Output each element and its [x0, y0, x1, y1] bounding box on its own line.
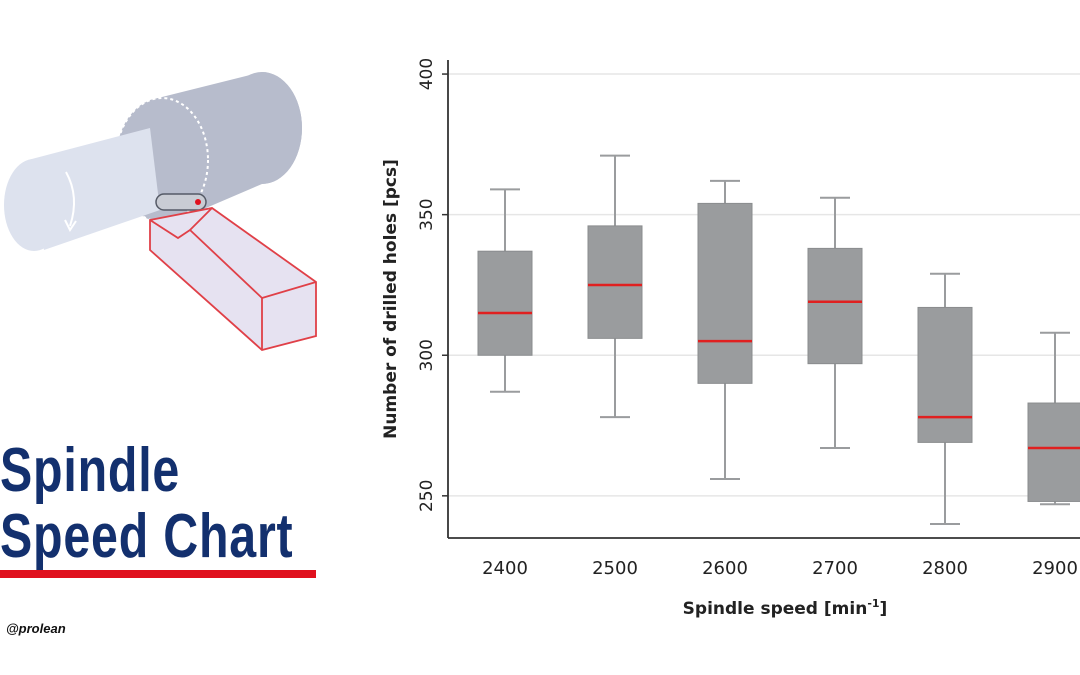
y-tick-label: 300 — [417, 339, 437, 371]
x-tick-label: 2800 — [922, 558, 968, 579]
box-iqr — [917, 306, 973, 443]
x-axis-label: Spindle speed [min-1] — [683, 597, 888, 619]
spindle-and-cutting-tool-icon — [4, 72, 317, 351]
box-plot-chart: 250 300 350 400 2400 2500 2600 2700 2800 2900 Numb… — [381, 58, 1080, 619]
x-tick-label: 2900 — [1032, 558, 1078, 579]
box-iqr — [1027, 402, 1080, 502]
box-iqr — [807, 247, 863, 365]
insert-tip — [195, 199, 201, 205]
box-iqr — [587, 225, 643, 339]
tool-holder-edges — [149, 207, 317, 350]
y-tick-label: 400 — [417, 58, 437, 90]
author-handle: @prolean — [6, 621, 66, 636]
x-tick-label: 2600 — [702, 558, 748, 579]
title-block: Spindle Speed Chart — [0, 436, 330, 578]
box-iqr — [477, 250, 533, 356]
y-axis-label: Number of drilled holes [pcs] — [381, 159, 401, 439]
chuck-end — [222, 72, 302, 184]
title-line-2: Speed Chart — [0, 502, 294, 571]
x-tick-label: 2700 — [812, 558, 858, 579]
title-line-1: Spindle — [0, 436, 181, 505]
rotation-arrowhead — [64, 219, 77, 232]
x-tick-label: 2400 — [482, 558, 528, 579]
tool-holder — [149, 207, 317, 351]
rotation-arrow-icon — [65, 171, 76, 227]
title-underline — [0, 570, 316, 578]
spindle-end — [4, 159, 64, 251]
cutting-insert — [155, 193, 207, 211]
y-tick-label: 350 — [417, 198, 437, 230]
x-tick-label: 2500 — [592, 558, 638, 579]
box-iqr — [697, 202, 753, 384]
y-tick-label: 250 — [417, 480, 437, 512]
